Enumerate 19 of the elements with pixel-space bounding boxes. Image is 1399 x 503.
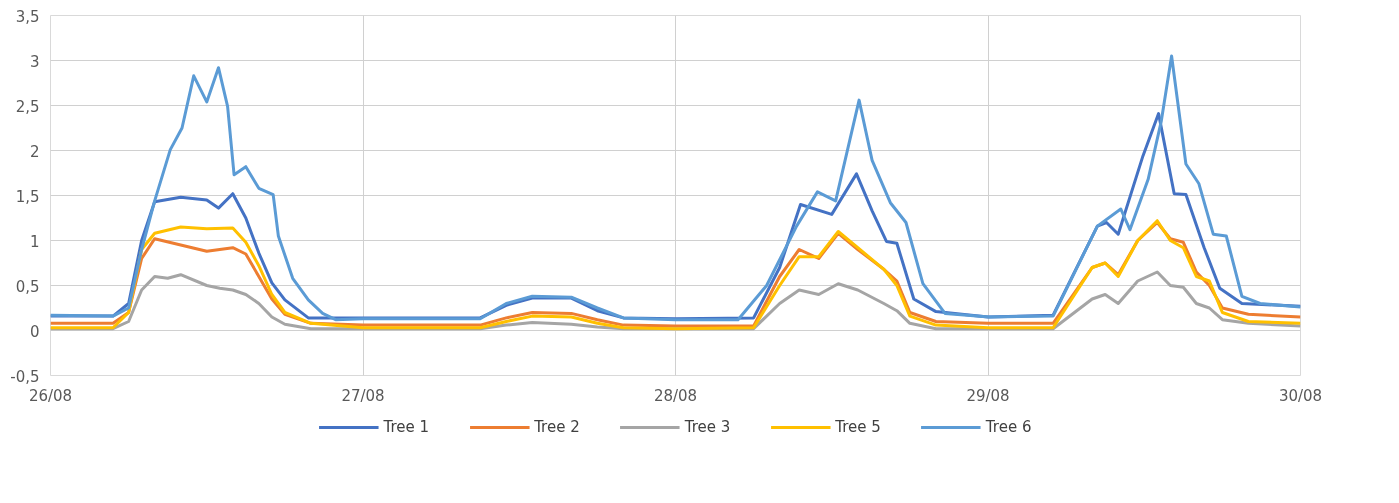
y-tick-label: 3,5 (15, 7, 40, 26)
y-tick-label: 3 (29, 52, 40, 71)
y-tick-label: 0,5 (15, 277, 40, 296)
y-tick-label: 1,5 (15, 187, 40, 206)
y-tick-label: -0,5 (10, 367, 40, 386)
legend-label: Tree 3 (684, 418, 731, 436)
legend-label: Tree 1 (383, 418, 430, 436)
x-tick-label: 30/08 (1278, 386, 1323, 405)
legend-label: Tree 6 (985, 418, 1032, 436)
y-tick-label: 0 (29, 322, 40, 341)
y-tick-label: 1 (29, 232, 40, 251)
x-tick-label: 26/08 (28, 386, 73, 405)
x-tick-label: 27/08 (341, 386, 385, 405)
legend-label: Tree 5 (835, 418, 881, 436)
x-tick-label: 28/08 (653, 386, 698, 405)
x-tick-label: 29/08 (966, 386, 1010, 405)
legend-label: Tree 2 (534, 418, 580, 436)
y-tick-label: 2 (29, 142, 40, 161)
y-tick-label: 2,5 (15, 97, 40, 116)
